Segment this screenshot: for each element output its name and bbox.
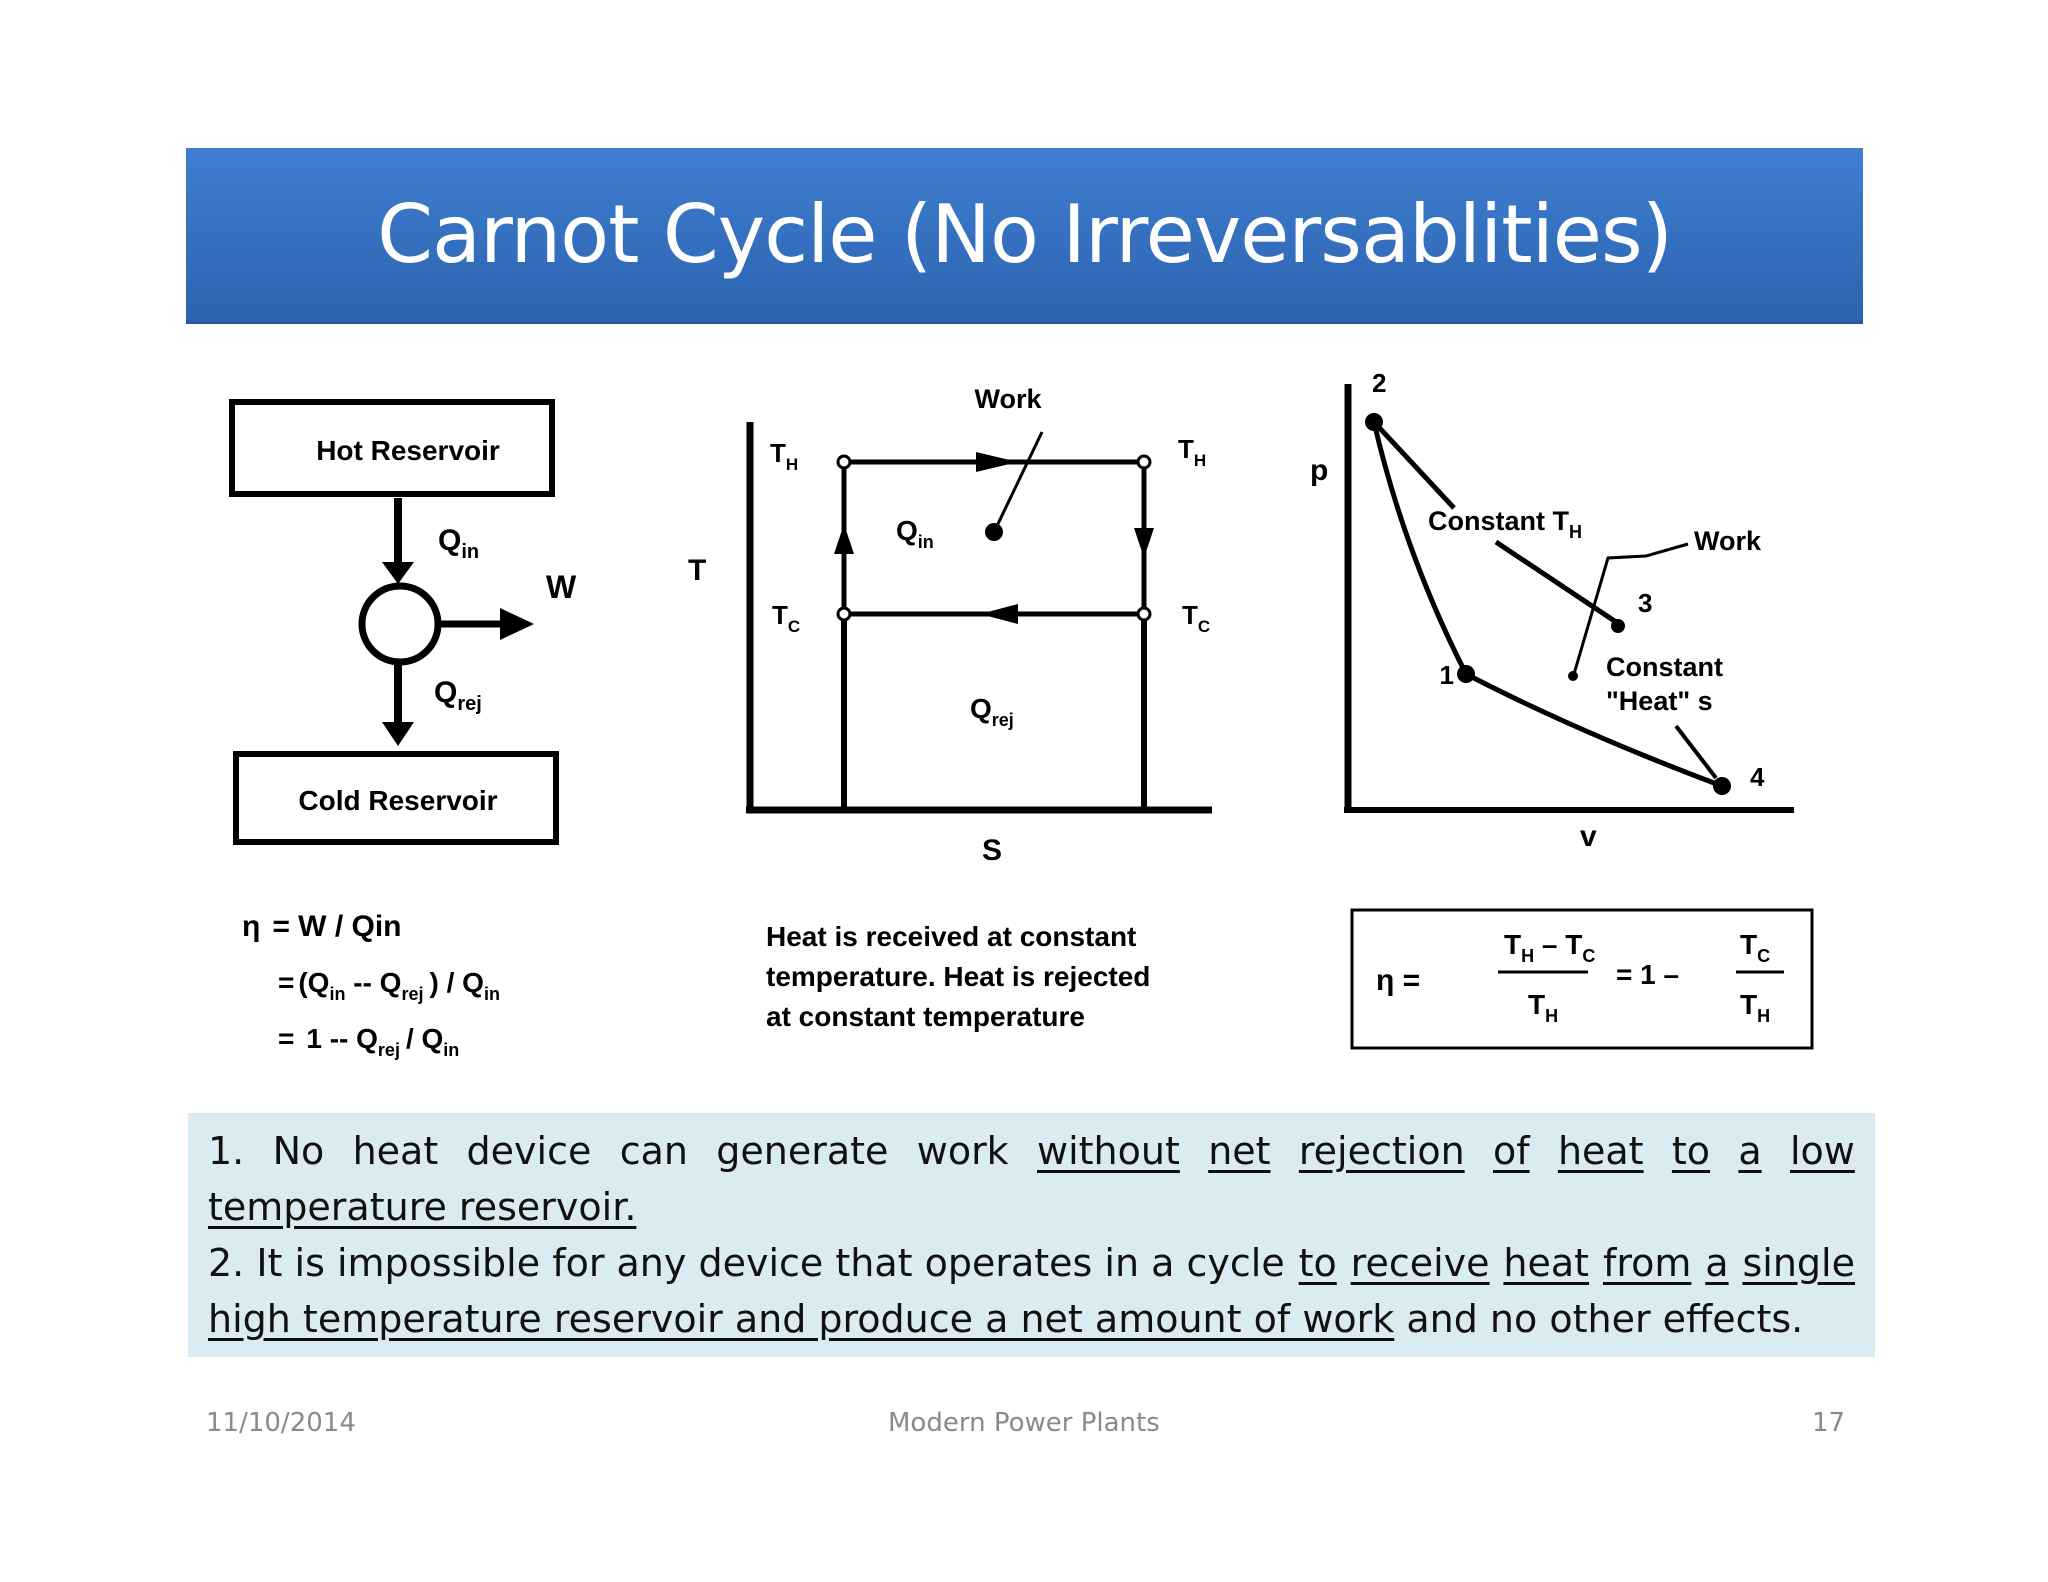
carnot-figure: Hot Reservoir Qin W Qrej Cold Reservoir … xyxy=(228,362,1832,1078)
q-rej-label: Qrej xyxy=(434,676,482,715)
notes-box: 1. No heat device can generate work with… xyxy=(188,1113,1875,1357)
efficiency-formula: η = W / Qin = (Qin -- Qrej) / Qin = 1 -- Qr… xyxy=(242,910,500,1060)
engine-circle xyxy=(358,582,442,666)
svg-text:η= W / Qin: η = W / Qin xyxy=(242,910,402,943)
footer: 11/10/2014 Modern Power Plants 17 xyxy=(0,1408,2048,1448)
ts-y-axis-label: T xyxy=(688,554,706,587)
cold-reservoir-box xyxy=(233,751,559,845)
footer-date: 11/10/2014 xyxy=(206,1408,356,1438)
ts-tc-left: TC xyxy=(772,600,800,636)
pv-constant-th-label: Constant TH xyxy=(1428,506,1582,542)
svg-text:TH – TC: TH – TC xyxy=(1504,929,1595,966)
slide-title: Carnot Cycle (No Irreversablities) xyxy=(377,188,1673,281)
ts-tc-right: TC xyxy=(1182,600,1210,636)
note-2-line-1: 2. It is impossible for any device that … xyxy=(208,1241,1855,1285)
svg-text:TH: TH xyxy=(1740,989,1770,1026)
pv-x-axis-label: v xyxy=(1580,820,1597,853)
note-2-line-2: high temperature reservoir and produce a… xyxy=(208,1297,1804,1341)
ts-th-right: TH xyxy=(1178,434,1206,470)
svg-text:=(Qin -- Qrej) / Qin: = (Qin -- Qrej) / Qin xyxy=(278,967,500,1004)
title-bar: Carnot Cycle (No Irreversablities) xyxy=(186,148,1863,324)
ts-qrej-label: Qrej xyxy=(970,693,1014,730)
svg-text:TC: TC xyxy=(1740,929,1770,966)
ts-x-axis-label: S xyxy=(982,834,1002,867)
note-1-line-1: 1. No heat device can generate work with… xyxy=(208,1129,1855,1173)
cold-reservoir-label: Cold Reservoir xyxy=(298,785,497,816)
ts-qin-label: Qin xyxy=(896,515,934,552)
note-1-line-2: temperature reservoir. xyxy=(208,1185,637,1229)
ts-caption: Heat is received at constant temperature… xyxy=(766,921,1158,1032)
ts-th-left: TH xyxy=(770,438,798,474)
hot-reservoir-label: Hot Reservoir xyxy=(316,435,500,466)
efficiency-box: η = TH – TC TH = 1 – TC TH xyxy=(1350,908,1814,1050)
reservoir-diagram: Hot Reservoir Qin W Qrej Cold Reservoir xyxy=(229,399,577,845)
pv-work-label: Work xyxy=(1694,526,1762,556)
svg-text:= 1 –: = 1 – xyxy=(1616,959,1679,990)
q-in-label: Qin xyxy=(438,524,479,563)
svg-text:TH: TH xyxy=(1528,989,1558,1026)
footer-title: Modern Power Plants xyxy=(888,1408,1160,1438)
pv-point-1: 1 xyxy=(1440,660,1454,690)
pv-point-3: 3 xyxy=(1638,588,1652,618)
pv-point-2: 2 xyxy=(1372,368,1386,398)
pv-diagram: p v 2 1 3 4 Constant TH Work Constant "H… xyxy=(1310,368,1794,853)
w-label: W xyxy=(546,569,577,605)
pv-point-4: 4 xyxy=(1750,762,1765,792)
pv-y-axis-label: p xyxy=(1310,454,1328,487)
footer-page-number: 17 xyxy=(1812,1408,1846,1438)
ts-diagram: T S TH TH TC TC Work Qin Qrej Heat is re… xyxy=(688,384,1212,1032)
ts-work-label: Work xyxy=(974,384,1042,414)
pv-constant-heat-label: Constant "Heat" s xyxy=(1606,652,1731,716)
svg-text:=1 -- Qrej/ Qin: = 1 -- Qrej / Qin xyxy=(278,1023,459,1060)
hot-reservoir-box xyxy=(229,399,555,497)
svg-text:η =: η = xyxy=(1376,964,1420,997)
